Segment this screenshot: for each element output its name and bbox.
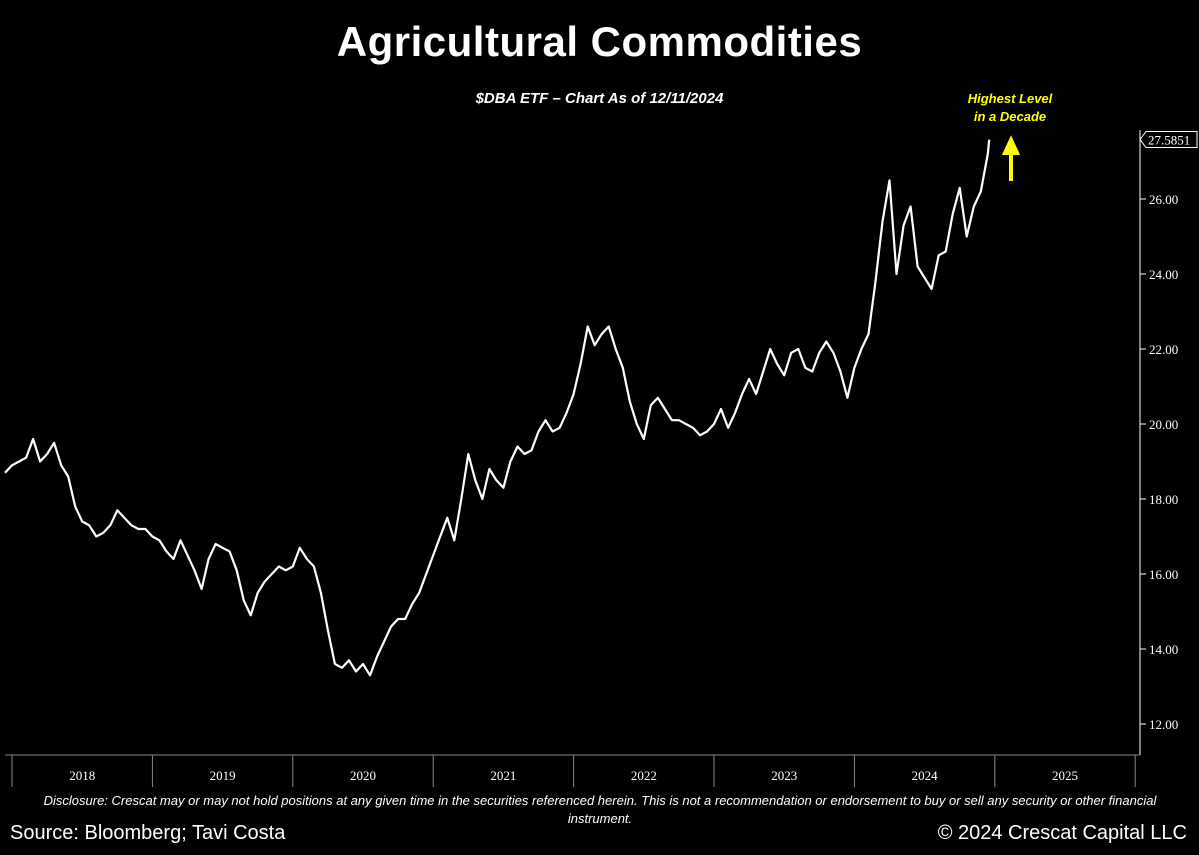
annotation-line-1: Highest Level — [967, 91, 1053, 106]
last-value-label: 27.5851 — [1148, 133, 1190, 148]
up-arrow-icon — [1001, 135, 1021, 181]
x-tick-label: 2019 — [210, 768, 236, 783]
dba-price-line — [4, 139, 991, 677]
disclosure-text: Disclosure: Crescat may or may not hold … — [43, 793, 1157, 826]
y-tick-label: 20.00 — [1149, 417, 1178, 432]
chart-series-layer — [4, 139, 991, 677]
copyright-notice: © 2024 Crescat Capital LLC — [937, 822, 1187, 844]
highest-level-annotation: Highest Level in a Decade — [950, 90, 1070, 126]
x-tick-label: 2024 — [912, 768, 939, 783]
y-tick-label: 14.00 — [1149, 642, 1178, 657]
x-tick-label: 2021 — [490, 768, 516, 783]
x-tick-label: 2018 — [69, 768, 95, 783]
y-tick-label: 22.00 — [1149, 342, 1178, 357]
x-tick-label: 2025 — [1052, 768, 1078, 783]
y-tick-label: 16.00 — [1149, 567, 1178, 582]
last-value-box — [1139, 131, 1198, 149]
y-tick-label: 18.00 — [1149, 492, 1178, 507]
y-tick-label: 24.00 — [1149, 267, 1178, 282]
x-tick-label: 2023 — [771, 768, 797, 783]
x-tick-label: 2020 — [350, 768, 376, 783]
y-tick-label: 26.00 — [1149, 192, 1178, 207]
annotation-line-2: in a Decade — [973, 109, 1047, 124]
chart-axes: 12.00 14.00 16.00 18.00 20.00 22.00 24.00 26.00… — [5, 130, 1198, 787]
chart-subtitle: $DBA ETF – Chart As of 12/11/2024 — [475, 90, 724, 107]
source-credit: Source: Bloomberg; Tavi Costa — [10, 822, 286, 844]
x-tick-label: 2022 — [631, 768, 657, 783]
chart-title: Agricultural Commodities — [336, 18, 863, 65]
chart-annotation-layer — [1001, 135, 1021, 181]
y-tick-label: 12.00 — [1149, 717, 1178, 732]
